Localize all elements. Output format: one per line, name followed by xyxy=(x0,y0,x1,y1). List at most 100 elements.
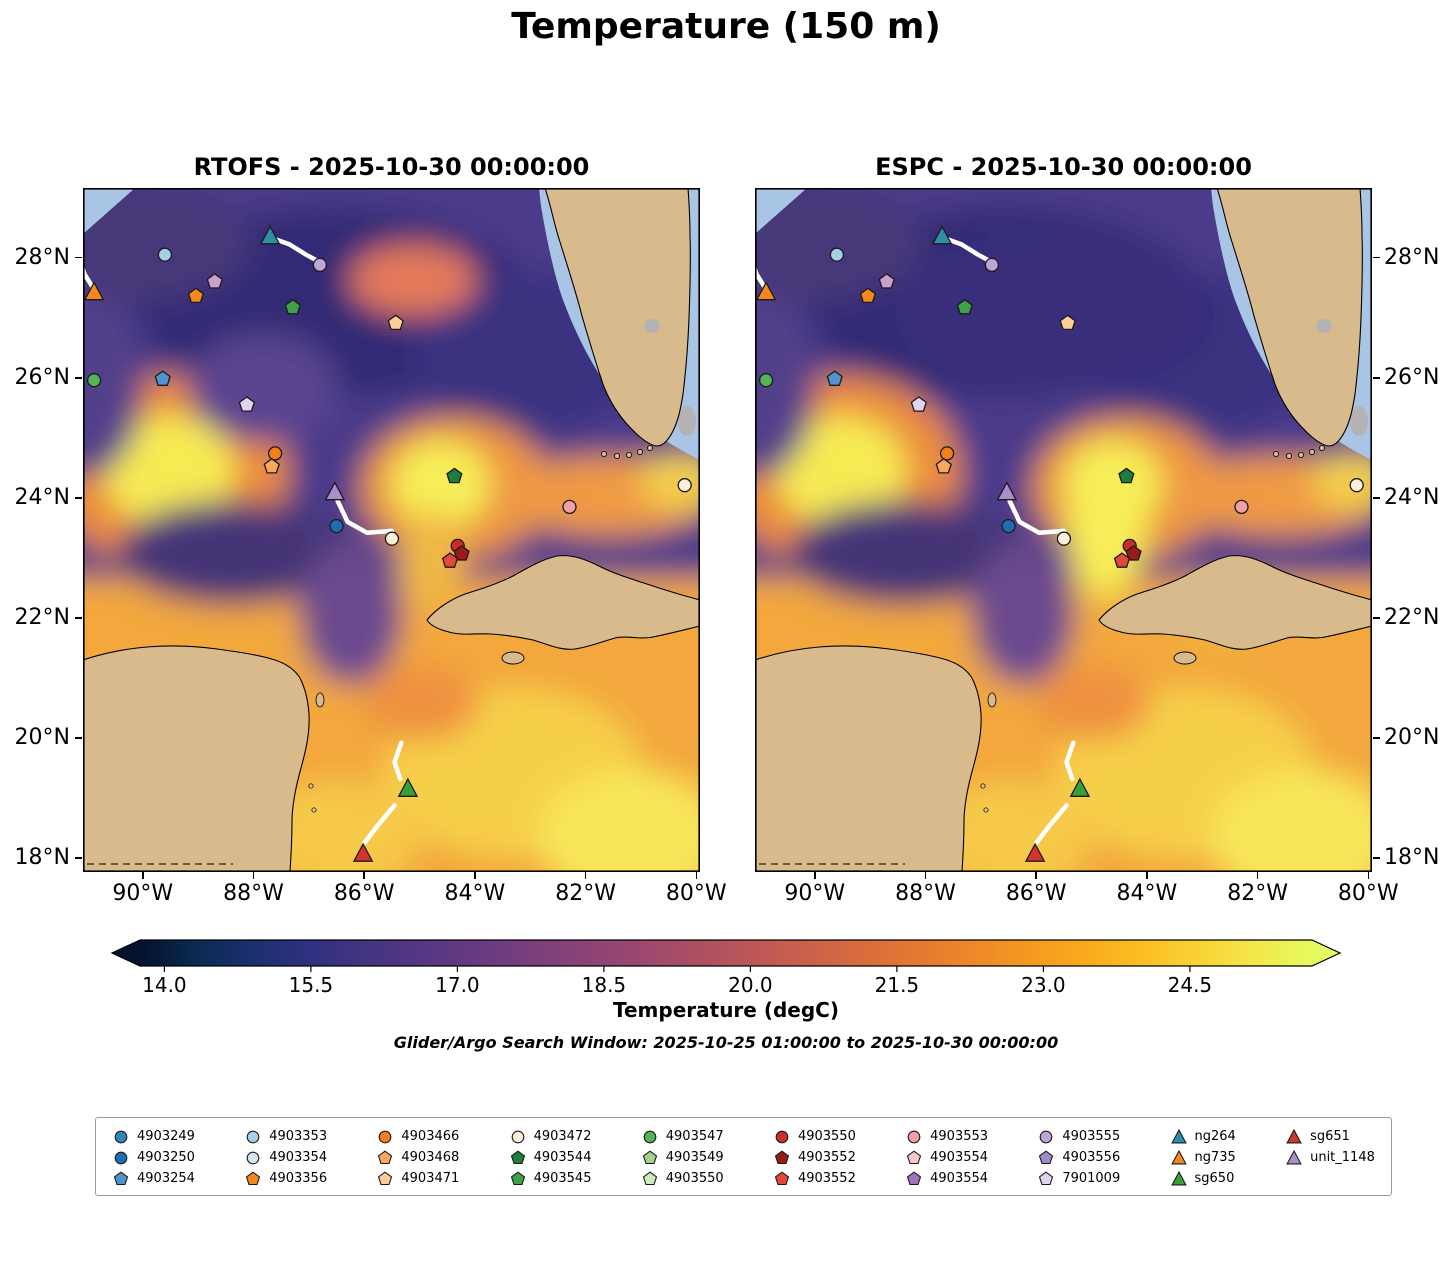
marker-4903472 xyxy=(1056,531,1072,546)
triangle-legend-marker xyxy=(1286,1128,1302,1143)
legend-item-4903554: 4903554 xyxy=(905,1169,988,1188)
circle-legend-marker xyxy=(114,1130,128,1143)
pentagon-legend-marker xyxy=(774,1150,790,1164)
marker-4903254 xyxy=(826,370,843,386)
y-tick-label: 28°N xyxy=(14,244,70,270)
pentagon-legend-marker xyxy=(378,1171,393,1185)
legend-item-4903466: 4903466 xyxy=(376,1127,459,1146)
land-florida xyxy=(1216,188,1363,447)
legend-item-4903471: 4903471 xyxy=(376,1169,459,1188)
marker-4903554 xyxy=(878,273,895,289)
legend-item-4903545: 4903545 xyxy=(509,1169,592,1188)
legend-item-4903353: 4903353 xyxy=(244,1127,327,1146)
legend-item-7901009: 7901009 xyxy=(1037,1169,1120,1188)
circle-legend-marker xyxy=(907,1130,921,1143)
y-tick xyxy=(1373,737,1380,739)
legend-column: 4903466 4903468 4903471 xyxy=(376,1127,459,1188)
x-tick xyxy=(363,872,365,879)
x-tick xyxy=(695,872,697,879)
pentagon-legend-marker xyxy=(906,1150,922,1164)
y-tick-label: 26°N xyxy=(14,364,70,390)
marker-4903356 xyxy=(187,287,205,304)
legend-item-sg651: sg651 xyxy=(1285,1127,1375,1146)
pentagon-legend-marker xyxy=(378,1150,393,1164)
legend-column: 4903553 4903554 4903554 xyxy=(905,1127,988,1188)
y-tick-label: 22°N xyxy=(14,605,70,630)
legend-item-unit_1148: unit_1148 xyxy=(1285,1148,1375,1167)
legend-column: 4903547 4903549 4903550 xyxy=(641,1127,724,1188)
legend-column: ng264 ng735 sg650 xyxy=(1170,1127,1236,1188)
track-ng735 xyxy=(755,264,768,290)
x-tick xyxy=(584,872,587,879)
track-unit_1148 xyxy=(1007,498,1067,535)
figure-title: Temperature (150 m) xyxy=(511,6,941,47)
marker-4903466 xyxy=(939,446,955,461)
circle-legend-marker xyxy=(114,1151,128,1164)
legend-item-4903550: 4903550 xyxy=(773,1127,856,1146)
marker-ng264 xyxy=(931,225,953,245)
marker-7901009 xyxy=(238,396,256,412)
pentagon-legend-marker xyxy=(906,1171,922,1185)
track-sg650 xyxy=(1064,740,1076,782)
legend-label: 4903353 xyxy=(269,1128,328,1144)
x-tick-label: 86°W xyxy=(333,881,395,906)
marker-4903353 xyxy=(157,247,173,262)
circle-legend-marker xyxy=(511,1130,524,1143)
legend-label: sg650 xyxy=(1194,1170,1235,1186)
colorbar-extend-max xyxy=(1312,940,1340,966)
marker-4903553 xyxy=(1234,499,1249,515)
legend-label: unit_1148 xyxy=(1310,1149,1375,1165)
legend-item-4903249: 4903249 xyxy=(112,1127,195,1146)
circle-legend-marker xyxy=(379,1130,392,1143)
colorbar-tick-label: 23.0 xyxy=(1021,973,1066,997)
legend-label: 4903545 xyxy=(533,1170,592,1186)
marker-4903547 xyxy=(86,373,102,388)
track-ng264 xyxy=(940,235,992,263)
colorbar-tick-label: 20.0 xyxy=(728,973,773,997)
marker-4903468 xyxy=(263,457,280,474)
legend-item-sg650: sg650 xyxy=(1170,1169,1236,1188)
marker-4903471 xyxy=(1059,314,1076,331)
legend-label: 4903354 xyxy=(269,1149,328,1165)
track-unit_1148 xyxy=(335,498,395,535)
map-panel-rtofs xyxy=(83,188,701,873)
colorbar-tick-label: 17.0 xyxy=(435,973,480,997)
marker-ng735 xyxy=(83,281,105,301)
lake-okeechobee xyxy=(644,319,660,333)
legend-column: 4903249 4903250 4903254 xyxy=(112,1127,195,1188)
y-tick xyxy=(75,497,82,499)
legend-item-4903547: 4903547 xyxy=(641,1127,724,1146)
pentagon-legend-marker xyxy=(246,1171,261,1185)
search-window-subtitle: Glider/Argo Search Window: 2025-10-25 01… xyxy=(393,1033,1059,1052)
legend-item-ng735: ng735 xyxy=(1170,1148,1236,1167)
legend-label: 4903555 xyxy=(1062,1128,1121,1144)
marker-4903250 xyxy=(1001,518,1016,534)
legend-column: 4903555 4903556 7901009 xyxy=(1037,1127,1120,1188)
x-tick-label: 80°W xyxy=(665,881,727,906)
marker-4903472 xyxy=(1349,478,1364,493)
marker-4903553 xyxy=(562,499,577,515)
legend-label: 4903556 xyxy=(1062,1149,1121,1165)
x-tick xyxy=(1367,872,1369,879)
marker-4903545 xyxy=(956,298,973,315)
marker-4903468 xyxy=(935,457,952,474)
marker-4903552 xyxy=(1113,552,1131,568)
pentagon-legend-marker xyxy=(774,1171,790,1185)
marker-4903471 xyxy=(387,314,404,331)
colorbar-tick-label: 18.5 xyxy=(582,973,627,997)
panel-title-espc: ESPC - 2025-10-30 00:00:00 xyxy=(875,153,1252,181)
x-tick xyxy=(814,872,816,879)
legend-label: 4903250 xyxy=(137,1149,195,1165)
y-tick xyxy=(75,857,82,859)
y-tick xyxy=(1373,857,1380,859)
marker-4903552 xyxy=(441,552,459,568)
marker-ng264 xyxy=(259,225,281,245)
circle-legend-marker xyxy=(1039,1130,1053,1143)
legend-column: sg651 unit_1148 xyxy=(1285,1127,1375,1167)
land-yucatan xyxy=(83,645,310,872)
legend-item-4903472: 4903472 xyxy=(509,1127,591,1146)
legend-label: 4903466 xyxy=(401,1128,460,1144)
florida-keys xyxy=(601,444,654,459)
y-tick-label: 24°N xyxy=(1384,484,1440,510)
marker-7901009 xyxy=(910,396,928,412)
